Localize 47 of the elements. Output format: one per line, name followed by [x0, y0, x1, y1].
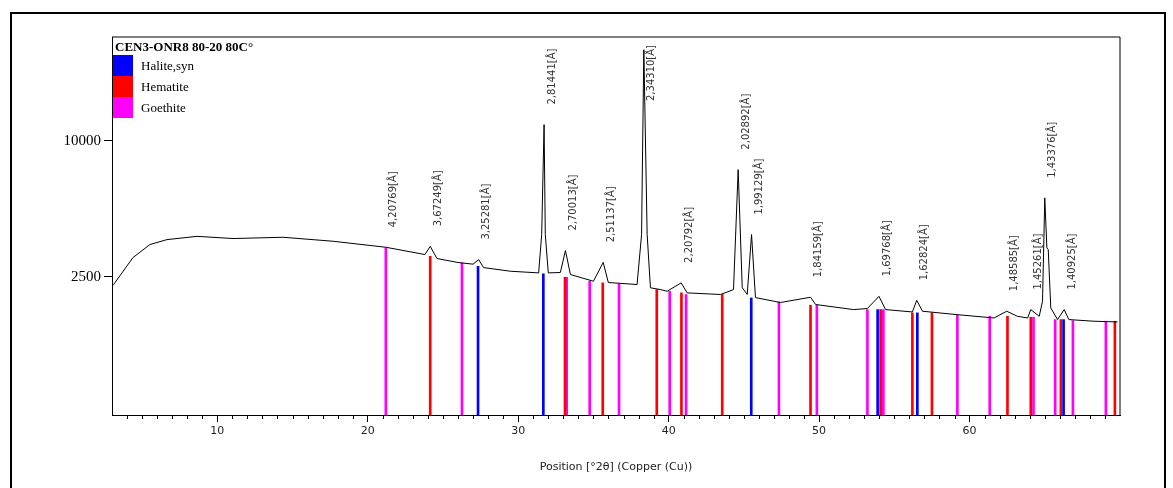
bar: [916, 312, 919, 415]
annotation: 1,43376[Å]: [1045, 121, 1058, 178]
bar: [956, 314, 959, 415]
bar: [668, 290, 672, 415]
annotation: 2,20792[Å]: [681, 206, 694, 263]
annotation: 1,62824[Å]: [917, 224, 930, 281]
annotation: 2,34310[Å]: [644, 44, 657, 101]
x-tick-label: 20: [360, 424, 375, 438]
bar: [542, 273, 545, 415]
x-tick-label: 30: [511, 424, 526, 438]
bar: [1006, 315, 1009, 415]
annotation: 3,67249[Å]: [430, 170, 443, 227]
annotation: 1,48585[Å]: [1007, 235, 1020, 292]
legend-title: CEN3-ONR8 80-20 80C°: [114, 38, 254, 55]
annotation: 1,40925[Å]: [1064, 233, 1077, 290]
x-tick-label: 60: [962, 424, 977, 438]
y-tick-label: 10000: [63, 131, 101, 148]
annotation: 4,20769[Å]: [386, 171, 399, 228]
bar: [588, 280, 591, 415]
annotation: 1,45261[Å]: [1031, 233, 1044, 290]
annotation: 1,99129[Å]: [752, 158, 765, 215]
annotation: 2,51137[Å]: [603, 186, 616, 243]
annotation: 2,70013[Å]: [566, 174, 579, 231]
bar: [655, 289, 659, 415]
bar: [384, 247, 388, 415]
annotation: 1,84159[Å]: [811, 221, 824, 278]
legend-label: Goethite: [141, 99, 186, 116]
bar: [601, 282, 605, 415]
legend-label: Halite,syn: [141, 57, 195, 74]
bar: [809, 304, 812, 415]
x-tick-label: 10: [210, 424, 225, 438]
legend-label: Hematite: [141, 78, 189, 95]
bar: [866, 309, 869, 415]
x-tick-label: 50: [812, 424, 827, 438]
bar: [680, 292, 683, 415]
annotation: 1,69768[Å]: [879, 220, 892, 277]
bar: [988, 315, 992, 415]
bar: [428, 256, 432, 415]
x-axis-title: Position [°2θ] (Copper (Cu)): [539, 460, 693, 474]
bar: [720, 294, 724, 415]
bar: [749, 297, 753, 415]
x-tick-label: 40: [661, 424, 676, 438]
y-tick-label: 2500: [71, 267, 101, 284]
bar: [911, 312, 914, 415]
annotation: 3,25281[Å]: [479, 183, 492, 240]
annotation: 2,81441[Å]: [544, 48, 557, 105]
annotation: 2,02892[Å]: [738, 93, 751, 150]
